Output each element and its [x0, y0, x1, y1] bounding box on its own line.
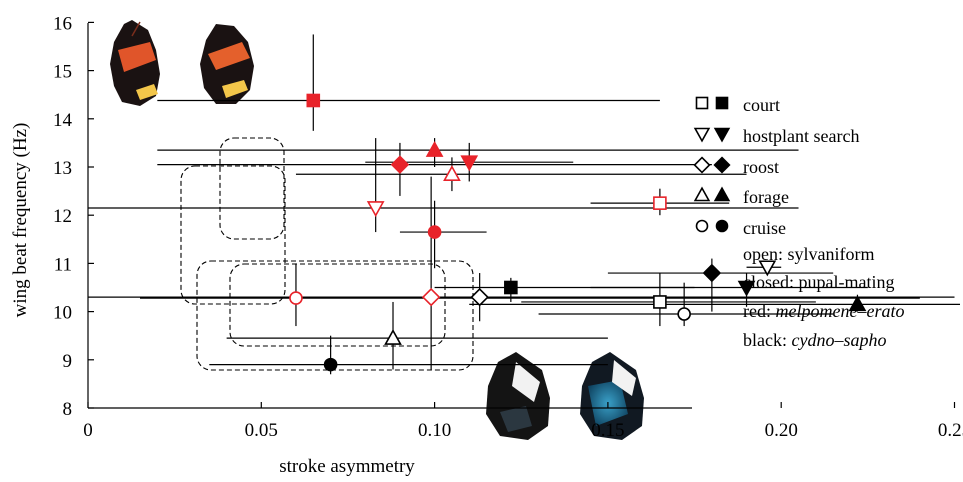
legend-note-value: sylvaniform	[788, 244, 875, 264]
legend: court hostplant search roost forage cruise op…	[693, 95, 904, 350]
cluster-outline-black-outer	[196, 260, 474, 371]
y-tick-label: 13	[53, 158, 72, 179]
y-tick-label: 11	[54, 254, 72, 275]
legend-hostplant-search-closed-marker	[713, 127, 731, 143]
marker-black-forage-open	[384, 328, 402, 345]
y-tick-label: 16	[53, 13, 72, 34]
legend-note: open: sylvaniform	[743, 244, 875, 264]
y-tick-label: 14	[53, 110, 73, 131]
butterfly-red-1	[110, 20, 160, 106]
marker-red-forage-closed	[425, 140, 444, 157]
legend-label: cruise	[743, 218, 786, 238]
x-tick-label: 0.15	[591, 420, 624, 441]
marker-red-forage-open	[443, 165, 461, 182]
legend-note-prefix: closed:	[743, 272, 799, 292]
x-ticks: 00.050.100.150.200.250.30	[83, 402, 963, 441]
butterfly-photos	[110, 20, 644, 440]
legend-court-open-marker	[695, 96, 709, 110]
marker-black-cruise-open	[677, 307, 691, 321]
legend-cruise-open-marker	[695, 219, 709, 233]
marker-black-court-closed	[504, 280, 518, 295]
marker-black-roost-open	[470, 287, 489, 307]
legend-note: black: cydno–sapho	[743, 330, 886, 350]
legend-court-closed-marker	[715, 96, 729, 110]
legend-note-value: melpomene–erato	[775, 301, 904, 321]
y-tick-label: 10	[53, 303, 72, 324]
marker-red-court-open	[653, 196, 667, 210]
x-axis-title: stroke asymmetry	[279, 456, 415, 477]
legend-roost-open-marker	[693, 156, 711, 174]
y-tick-label: 12	[53, 206, 72, 227]
marker-red-roost-open	[421, 287, 441, 307]
legend-label: forage	[743, 187, 789, 207]
marker-black-hostplant-search-open	[758, 260, 777, 277]
y-axis-title: wing beat frequency (Hz)	[10, 123, 31, 318]
legend-label: roost	[743, 157, 779, 177]
marker-red-court-closed	[306, 93, 321, 108]
marker-black-roost-closed	[702, 263, 722, 283]
legend-forage-closed-marker	[713, 186, 731, 202]
butterfly-black-1	[486, 352, 550, 440]
x-tick-label: 0.10	[418, 420, 451, 441]
marker-red-hostplant-search-closed	[460, 155, 479, 172]
marker-black-forage-closed	[848, 295, 867, 312]
legend-cruise-closed-marker	[715, 219, 729, 233]
x-tick-label: 0.25	[938, 420, 963, 441]
legend-label: court	[743, 95, 780, 115]
legend-note-value: cydno–sapho	[791, 330, 886, 350]
legend-note-prefix: red:	[743, 301, 775, 321]
butterfly-red-2	[200, 24, 254, 104]
marker-red-roost-closed	[390, 155, 410, 174]
cluster-outlines	[180, 137, 474, 371]
y-tick-label: 8	[63, 399, 73, 420]
marker-red-cruise-closed	[427, 225, 442, 239]
x-tick-label: 0.20	[765, 420, 798, 441]
legend-label: hostplant search	[743, 126, 859, 146]
y-ticks: 8 9 10 11 12 13 14 15 16	[53, 13, 94, 420]
x-tick-label: 0	[83, 420, 93, 441]
marker-red-cruise-open	[289, 291, 303, 305]
legend-forage-open-marker	[693, 186, 711, 202]
x-tick-label: 0.05	[245, 420, 278, 441]
legend-note: closed: pupal-mating	[743, 272, 894, 292]
marker-black-hostplant-search-closed	[737, 280, 756, 297]
axes: 00.050.100.150.200.250.30 89101112131415…	[10, 13, 963, 477]
legend-hostplant-search-open-marker	[693, 127, 711, 143]
y-tick-label: 9	[63, 351, 73, 372]
cluster-outline-black-inner	[229, 263, 446, 347]
legend-roost-closed-marker	[713, 156, 731, 174]
cluster-outline-red-inner	[219, 137, 285, 240]
marker-red-hostplant-search-open	[366, 201, 385, 218]
legend-note-prefix: open:	[743, 244, 788, 264]
legend-note-value: pupal-mating	[799, 272, 895, 292]
y-tick-label: 15	[53, 62, 72, 83]
legend-note: red: melpomene–erato	[743, 301, 904, 321]
legend-note-prefix: black:	[743, 330, 791, 350]
cluster-outline-red-outer	[180, 165, 286, 305]
marker-black-court-open	[653, 295, 667, 309]
data-markers	[289, 93, 867, 372]
marker-black-cruise-closed	[323, 357, 338, 372]
